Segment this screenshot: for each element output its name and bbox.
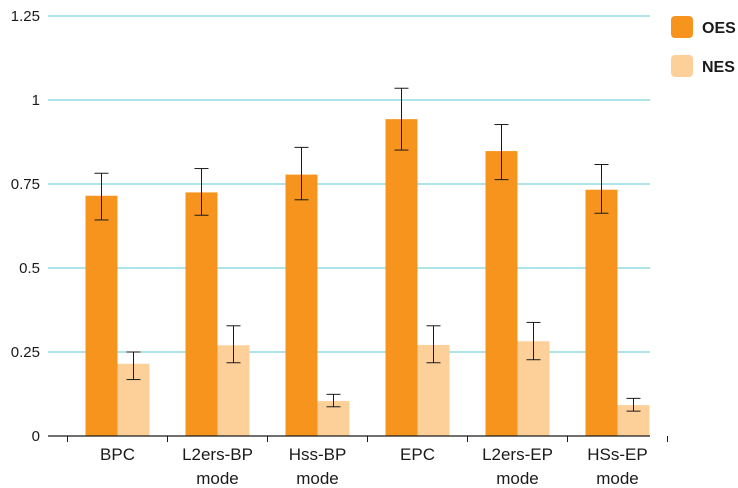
legend-swatch bbox=[671, 16, 693, 38]
error-bar bbox=[226, 325, 241, 364]
x-tick-label: mode bbox=[296, 469, 339, 488]
bar-oes bbox=[585, 189, 618, 436]
gridlines bbox=[48, 15, 650, 353]
y-tick-label: 0.5 bbox=[19, 260, 40, 277]
bar-oes bbox=[185, 192, 218, 436]
error-bar bbox=[494, 124, 509, 181]
x-tick-label: L2ers-EP bbox=[482, 445, 553, 464]
x-tick-label: mode bbox=[196, 469, 239, 488]
x-tick-label: mode bbox=[496, 469, 539, 488]
x-tick-label: EPC bbox=[400, 445, 435, 464]
y-tick-label: 1 bbox=[32, 92, 40, 109]
x-tick-label: BPC bbox=[100, 445, 135, 464]
x-axis-labels: BPC L2ers-BP mode Hss-BP mode EPC L2ers-EP mode… bbox=[100, 445, 648, 488]
error-bar bbox=[426, 325, 441, 364]
x-tick-label: Hss-BP bbox=[289, 445, 347, 464]
error-bar bbox=[94, 172, 109, 221]
bars bbox=[85, 119, 650, 437]
x-tick-label: L2ers-BP bbox=[182, 445, 253, 464]
y-axis-ticks: 0 0.25 0.5 0.75 1 1.25 bbox=[11, 8, 40, 445]
x-tick-label: mode bbox=[596, 469, 639, 488]
error-bar bbox=[394, 87, 409, 151]
bar-oes bbox=[285, 174, 318, 437]
error-bar bbox=[626, 397, 641, 412]
error-bar bbox=[326, 393, 341, 408]
legend-swatch bbox=[671, 55, 693, 77]
x-axis bbox=[48, 435, 668, 442]
y-tick-label: 1.25 bbox=[11, 8, 40, 25]
bar-oes bbox=[485, 151, 518, 436]
error-bar bbox=[294, 146, 309, 201]
y-tick-label: 0 bbox=[32, 428, 40, 445]
legend-item-nes: NES bbox=[671, 55, 735, 77]
error-bars bbox=[94, 87, 641, 412]
legend-label: OES bbox=[702, 20, 736, 37]
error-bar bbox=[126, 351, 141, 381]
error-bar bbox=[194, 168, 209, 216]
error-bar bbox=[526, 321, 541, 361]
error-bar bbox=[594, 164, 609, 214]
bar-oes bbox=[85, 195, 118, 436]
legend-label: NES bbox=[702, 59, 735, 76]
bar-oes bbox=[385, 119, 418, 436]
legend: OES NES bbox=[671, 16, 736, 77]
y-tick-label: 0.25 bbox=[11, 344, 40, 361]
y-tick-label: 0.75 bbox=[11, 176, 40, 193]
x-tick-label: HSs-EP bbox=[587, 445, 647, 464]
legend-item-oes: OES bbox=[671, 16, 736, 38]
